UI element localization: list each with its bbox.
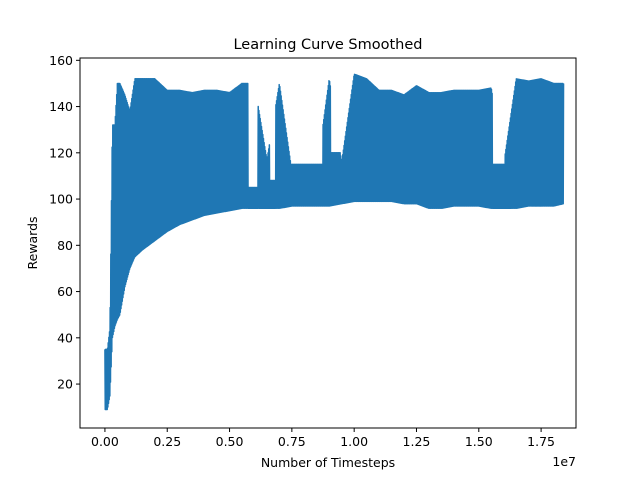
chart-title: Learning Curve Smoothed — [233, 37, 422, 53]
plot-series-layer — [104, 73, 565, 411]
x-axis-label: Number of Timesteps — [261, 455, 395, 470]
y-tick-label: 60 — [57, 284, 73, 299]
y-axis-ticks: 20 40 60 80 100 120 140 160 — [49, 53, 80, 392]
x-tick-label: 1.25 — [403, 434, 431, 449]
x-tick-label: 0.00 — [91, 434, 119, 449]
y-tick-label: 140 — [49, 99, 73, 114]
x-tick-label: 1.50 — [465, 434, 493, 449]
x-tick-label: 1.75 — [527, 434, 555, 449]
x-tick-label: 0.75 — [278, 434, 306, 449]
axes-frame — [79, 57, 577, 429]
y-axis-label: Rewards — [25, 216, 40, 269]
y-tick-label: 80 — [57, 238, 73, 253]
x-axis-offset-label: 1e7 — [552, 454, 576, 469]
y-tick-label: 100 — [49, 192, 73, 207]
series-line-0 — [104, 73, 565, 411]
y-tick-label: 160 — [49, 53, 73, 68]
y-tick-label: 20 — [57, 377, 73, 392]
x-tick-label: 1.00 — [340, 434, 368, 449]
x-tick-label: 0.25 — [153, 434, 181, 449]
y-tick-label: 40 — [57, 330, 73, 345]
x-tick-label: 0.50 — [216, 434, 244, 449]
y-tick-label: 120 — [49, 145, 73, 160]
x-axis-ticks: 0.00 0.25 0.50 0.75 1.00 1.25 1.50 1.75 — [91, 428, 555, 449]
